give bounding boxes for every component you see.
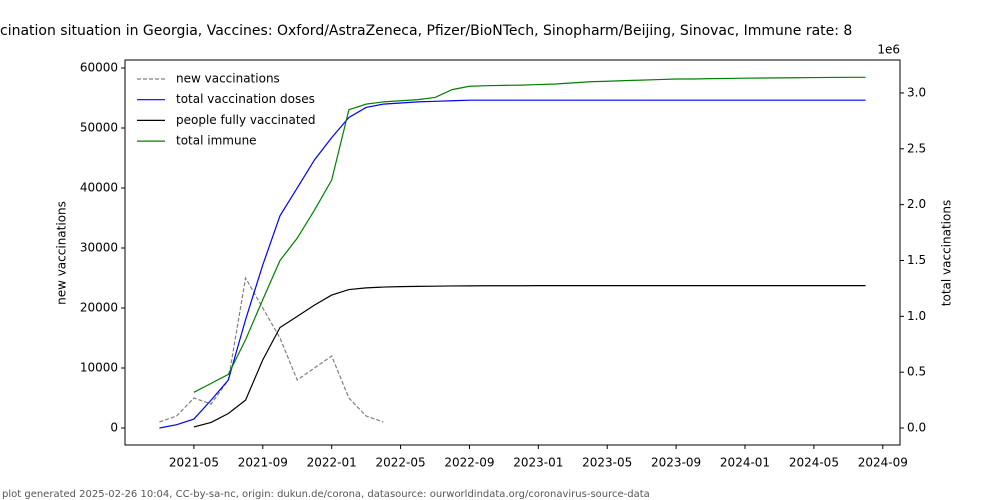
- x-tick-label: 2024-09: [858, 456, 908, 470]
- legend-label: people fully vaccinated: [176, 113, 316, 127]
- y-tick-label: 40000: [80, 180, 118, 194]
- y2-offset-label: 1e6: [877, 43, 900, 57]
- y2-axis-label: total vaccinations: [940, 200, 954, 306]
- legend-label: total immune: [176, 134, 257, 148]
- y2-tick-label: 2.0: [907, 197, 926, 211]
- plot-frame: [124, 59, 901, 446]
- x-tick-label: 2024-01: [720, 456, 770, 470]
- y-tick-label: 20000: [80, 301, 118, 315]
- x-tick-label: 2022-05: [375, 456, 425, 470]
- y2-tick-label: 3.0: [907, 85, 926, 99]
- x-tick-label: 2021-09: [238, 456, 288, 470]
- x-tick-label: 2024-05: [789, 456, 839, 470]
- y-tick-label: 10000: [80, 361, 118, 375]
- legend-label: new vaccinations: [176, 72, 280, 86]
- footer: plot generated 2025-02-26 10:04, CC-by-s…: [2, 489, 650, 500]
- series-line: [159, 99, 866, 429]
- series-line: [193, 285, 866, 428]
- x-tick-label: 2021-05: [169, 456, 219, 470]
- y-tick-label: 0: [110, 421, 118, 435]
- x-tick-label: 2023-01: [513, 456, 563, 470]
- y2-tick-label: 0.5: [907, 365, 926, 379]
- y-tick-label: 60000: [80, 60, 118, 74]
- y-tick-label: 50000: [80, 120, 118, 134]
- y-tick-label: 30000: [80, 240, 118, 254]
- x-tick-label: 2022-09: [444, 456, 494, 470]
- x-tick-label: 2023-05: [582, 456, 632, 470]
- y2-tick-label: 2.5: [907, 141, 926, 155]
- y2-tick-label: 1.0: [907, 309, 926, 323]
- x-tick-label: 2023-09: [651, 456, 701, 470]
- y2-tick-label: 0.0: [907, 421, 926, 435]
- legend-label: total vaccination doses: [176, 92, 315, 106]
- series-line: [193, 76, 866, 393]
- series-line: [159, 276, 384, 423]
- y2-tick-label: 1.5: [907, 253, 926, 267]
- y-axis-label: new vaccinations: [55, 201, 69, 305]
- x-tick-label: 2022-01: [307, 456, 357, 470]
- chart-title: cination situation in Georgia, Vaccines:…: [0, 23, 852, 39]
